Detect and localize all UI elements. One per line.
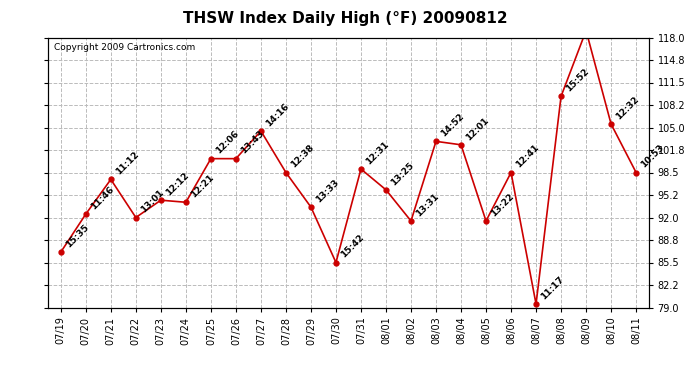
Text: 11:46: 11:46 [88,184,115,211]
Text: 14:52: 14:52 [439,112,466,139]
Text: Copyright 2009 Cartronics.com: Copyright 2009 Cartronics.com [55,43,195,52]
Text: 13:43: 13:43 [239,129,266,156]
Text: THSW Index Daily High (°F) 20090812: THSW Index Daily High (°F) 20090812 [183,11,507,26]
Text: 12:31: 12:31 [364,140,391,166]
Text: 11:17: 11:17 [539,274,566,301]
Text: 13:22: 13:22 [489,192,515,218]
Text: 15:35: 15:35 [63,223,90,249]
Text: 15:52: 15:52 [564,67,591,94]
Text: 13:01: 13:01 [139,188,165,215]
Text: 14:16: 14:16 [264,102,290,128]
Text: 12:06: 12:06 [214,129,240,156]
Text: 12:01: 12:01 [464,116,491,142]
Text: 13:31: 13:31 [414,192,440,218]
Text: 10:53: 10:53 [639,143,665,170]
Text: 12:38: 12:38 [288,143,315,170]
Text: 13:25: 13:25 [388,160,415,187]
Text: 13:52: 13:52 [0,374,1,375]
Text: 13:33: 13:33 [314,178,340,204]
Text: 12:12: 12:12 [164,171,190,197]
Text: 12:41: 12:41 [514,143,540,170]
Text: 11:12: 11:12 [114,150,140,177]
Text: 12:21: 12:21 [188,173,215,200]
Text: 15:42: 15:42 [339,233,366,260]
Text: 12:32: 12:32 [614,94,640,121]
